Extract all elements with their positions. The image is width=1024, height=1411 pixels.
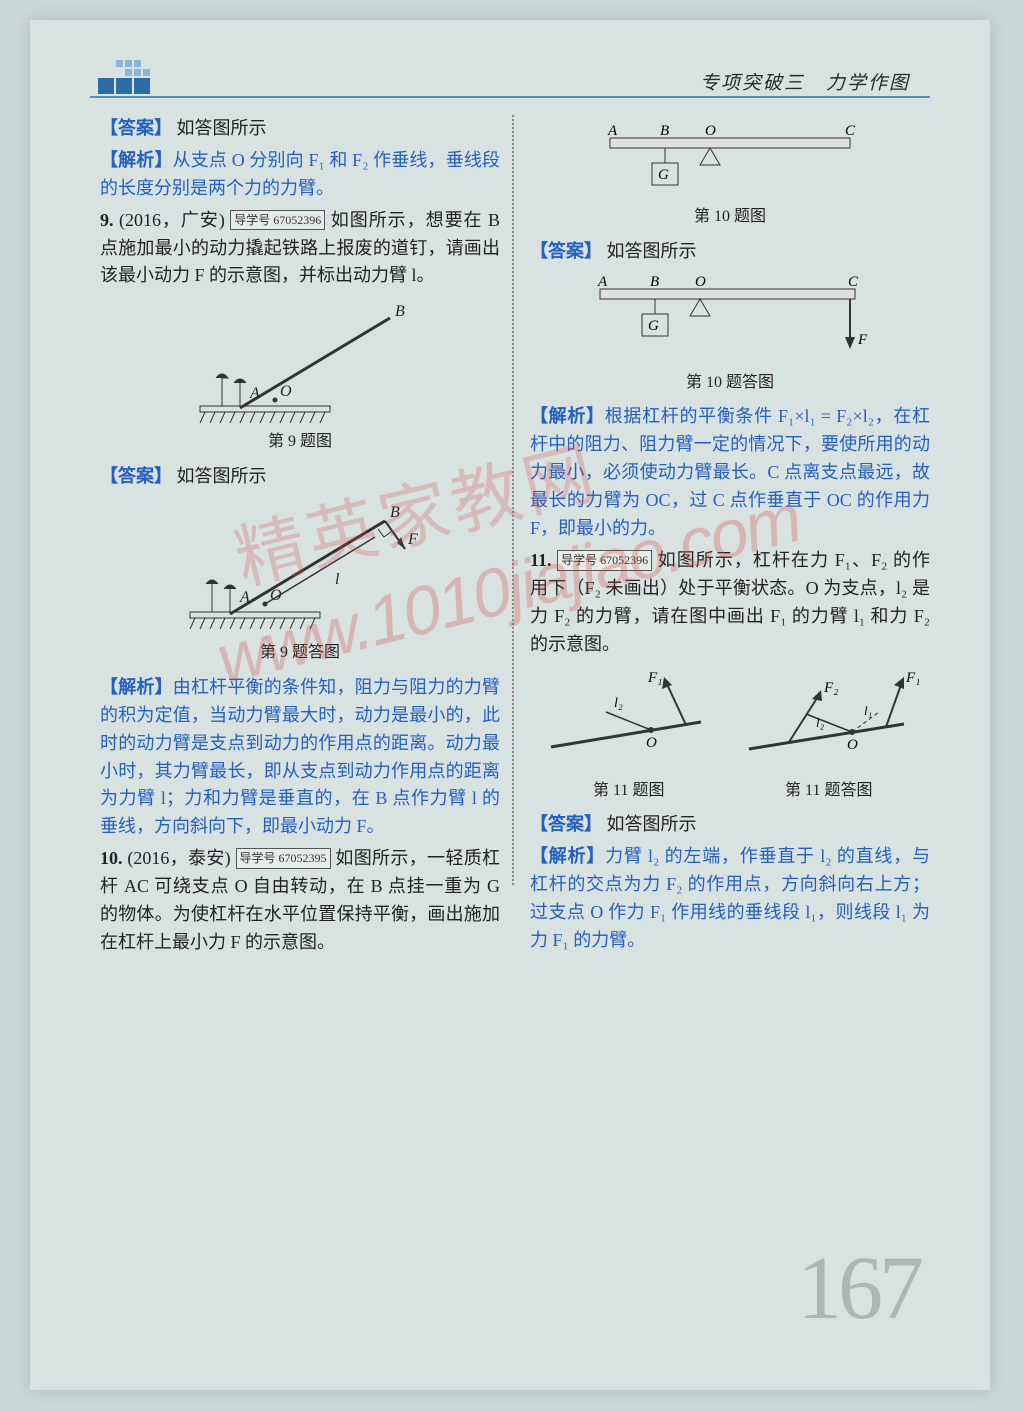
analysis9-text: 由杠杆平衡的条件知，阻力与阻力的力臂的积为定值，当动力臂最大时，动力是最小的，此… (100, 677, 500, 836)
svg-text:B: B (650, 274, 659, 290)
svg-text:F: F (857, 332, 868, 348)
svg-text:C: C (848, 274, 859, 290)
answer-9: 【答案】 如答图所示 (100, 463, 500, 491)
fig10-answer: A B O C G F 第 10 题答图 (530, 274, 930, 396)
svg-text:l₂: l₂ (614, 696, 623, 711)
fig9a-caption: 第 9 题答图 (100, 641, 500, 666)
fig9-caption: 第 9 题图 (100, 430, 500, 455)
svg-text:C: C (845, 123, 856, 139)
answer10-label: 【答案】 (530, 241, 602, 261)
header-underline (90, 96, 930, 98)
fig9: B A O (100, 298, 500, 455)
answer-prev: 【答案】 如答图所示 (100, 115, 500, 143)
q10-number: 10. (100, 848, 123, 868)
svg-text:A: A (607, 123, 618, 139)
q11: 11. 导学号 67052396 如图所示，杠杆在力 F₁、F₂ 的作用下（F₂… (530, 547, 930, 659)
q11-number: 11. (530, 550, 552, 570)
svg-text:F₁: F₁ (905, 670, 920, 686)
fig10a-caption: 第 10 题答图 (530, 371, 930, 396)
svg-text:A: A (239, 589, 250, 606)
svg-text:O: O (695, 274, 706, 290)
q10-badge: 导学号 67052395 (236, 848, 331, 869)
fig9-answer: B A O l F (100, 499, 500, 666)
svg-text:F₂: F₂ (823, 680, 838, 696)
answer9-text: 如答图所示 (177, 466, 267, 486)
header-title: 专项突破三 力学作图 (700, 68, 910, 95)
analysis-label: 【解析】 (100, 150, 173, 170)
svg-text:O: O (646, 735, 657, 751)
answer-10: 【答案】 如答图所示 (530, 238, 930, 266)
svg-text:O: O (705, 123, 716, 139)
svg-text:l₁: l₁ (864, 703, 872, 718)
svg-text:G: G (648, 318, 659, 334)
answer-11: 【答案】 如答图所示 (530, 811, 930, 839)
left-column: 【答案】 如答图所示 【解析】从支点 O 分别向 F₁ 和 F₂ 作垂线，垂线段… (100, 115, 500, 961)
right-column: A B O C G 第 10 题图 【答案】 如答图所示 (530, 115, 930, 959)
q10-source: (2016，泰安) (127, 848, 230, 868)
fig10-caption: 第 10 题图 (530, 205, 930, 230)
page: 专项突破三 力学作图 【答案】 如答图所示 【解析】从支点 O 分别向 F₁ 和… (30, 20, 990, 1390)
fig9-label-B: B (395, 303, 405, 320)
fig9-label-A: A (249, 385, 260, 402)
analysis-10: 【解析】根据杠杆的平衡条件 F₁×l₁ = F₂×l₂，在杠杆中的阻力、阻力臂一… (530, 403, 930, 542)
analysis-9: 【解析】由杠杆平衡的条件知，阻力与阻力的力臂的积为定值，当动力臂最大时，动力是最… (100, 674, 500, 841)
q9-number: 9. (100, 210, 114, 230)
q9: 9. (2016，广安) 导学号 67052396 如图所示，想要在 B 点施加… (100, 207, 500, 291)
fig11-row: O l₂ F₁ 第 11 题图 O (530, 667, 930, 812)
svg-text:B: B (390, 504, 400, 521)
answer10-text: 如答图所示 (607, 241, 697, 261)
fig11a-caption: 第 11 题答图 (734, 779, 924, 804)
analysis-11: 【解析】力臂 l₂ 的左端，作垂直于 l₂ 的直线，与杠杆的交点为力 F₂ 的作… (530, 843, 930, 955)
analysis10-label: 【解析】 (530, 406, 605, 426)
svg-text:l: l (335, 571, 340, 588)
analysis-prev: 【解析】从支点 O 分别向 F₁ 和 F₂ 作垂线，垂线段的长度分别是两个力的力… (100, 147, 500, 203)
answer-label: 【答案】 (100, 118, 172, 138)
svg-text:A: A (597, 274, 608, 290)
answer-text: 如答图所示 (177, 118, 267, 138)
header: 专项突破三 力学作图 (30, 60, 990, 100)
column-divider (512, 115, 514, 885)
answer11-label: 【答案】 (530, 814, 602, 834)
analysis9-label: 【解析】 (100, 677, 173, 697)
answer11-text: 如答图所示 (607, 814, 697, 834)
fig9-label-O: O (280, 383, 292, 400)
q9-badge: 导学号 67052396 (230, 210, 325, 231)
analysis11-label: 【解析】 (530, 846, 605, 866)
page-number: 167 (797, 1237, 920, 1340)
svg-text:l₂: l₂ (816, 715, 825, 730)
svg-text:G: G (658, 167, 669, 183)
q10: 10. (2016，泰安) 导学号 67052395 如图所示，一轻质杠杆 AC… (100, 845, 500, 957)
svg-text:O: O (847, 737, 858, 753)
svg-text:F: F (407, 531, 418, 548)
answer9-label: 【答案】 (100, 466, 172, 486)
q9-source: (2016，广安) (119, 210, 225, 230)
svg-text:B: B (660, 123, 669, 139)
header-logo-icon (98, 60, 158, 94)
fig11-caption: 第 11 题图 (536, 779, 721, 804)
svg-text:F₁: F₁ (647, 670, 662, 686)
q11-badge: 导学号 67052396 (557, 550, 652, 571)
fig10: A B O C G 第 10 题图 (530, 123, 930, 230)
